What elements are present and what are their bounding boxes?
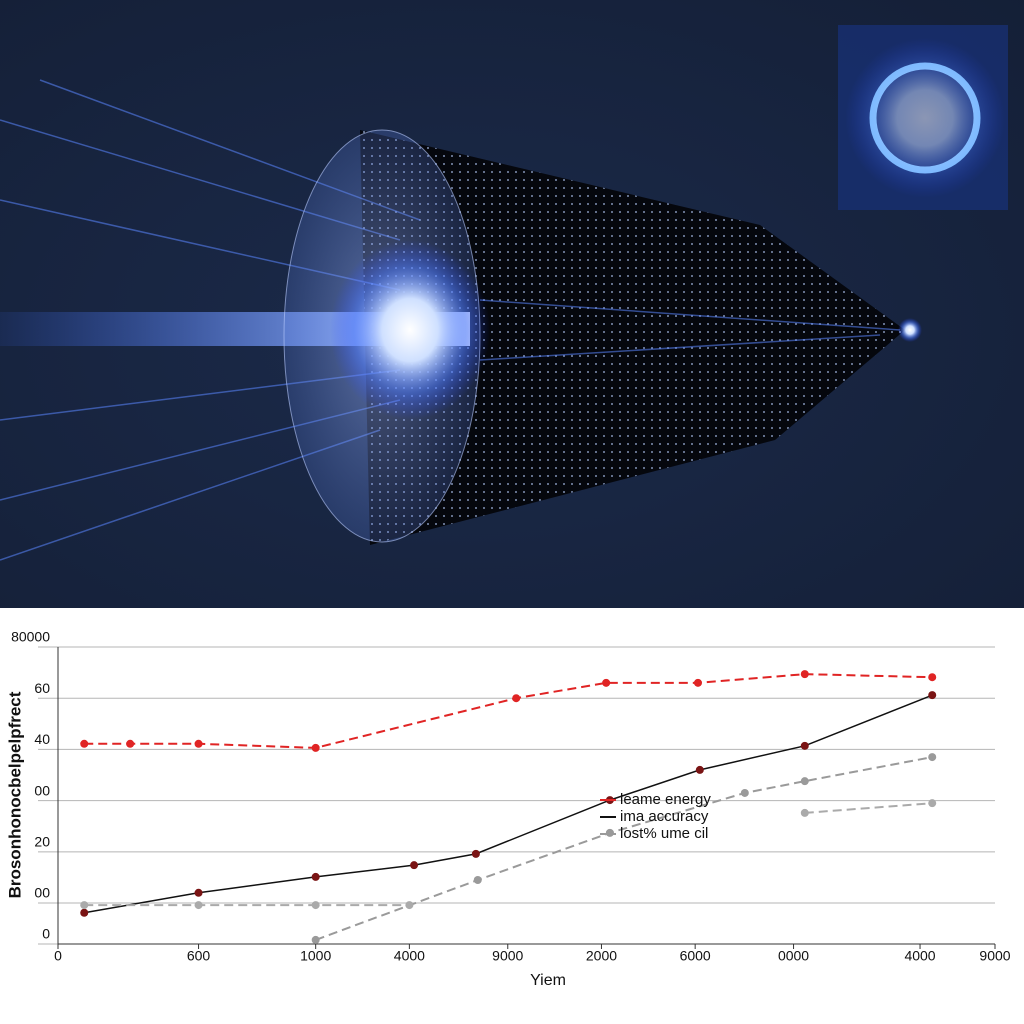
chart-background (0, 608, 1024, 1024)
data-point (80, 901, 89, 910)
x-tick-label: 4000 (394, 948, 425, 964)
y-tick-label: 0 (42, 926, 50, 942)
legend-label: lost% ume cil (620, 825, 708, 842)
x-axis-label: Yiem (530, 972, 566, 989)
data-point (800, 670, 809, 679)
y-tick-label: 20 (34, 834, 50, 850)
data-point (693, 678, 702, 687)
core-glow (330, 240, 490, 420)
data-point (800, 777, 809, 786)
x-tick-label: 6000 (680, 948, 711, 964)
data-point (405, 901, 414, 910)
y-tick-label: 60 (34, 680, 50, 696)
data-point (410, 861, 419, 870)
illustration (0, 0, 1024, 608)
legend-label: leame energy (620, 791, 711, 808)
data-point (311, 743, 320, 752)
data-point (194, 888, 203, 897)
series-line (84, 802, 933, 907)
data-point (311, 872, 320, 881)
y-tick-label: 40 (34, 731, 50, 747)
data-point (471, 849, 480, 858)
cone-dots (360, 130, 905, 545)
data-point (928, 691, 937, 700)
data-point (928, 673, 937, 682)
data-point (928, 799, 937, 808)
legend-label: ima accuracy (620, 808, 709, 825)
x-tick-label: 2000 (586, 948, 617, 964)
data-point (740, 788, 749, 797)
data-point (512, 694, 521, 703)
data-point (80, 908, 89, 917)
y-tick-label: 80000 (11, 629, 50, 645)
x-tick-label: 9000 (979, 948, 1010, 964)
data-point (605, 828, 614, 837)
x-tick-label: 1000 (300, 948, 331, 964)
x-tick-label: 4000 (904, 948, 935, 964)
data-point (602, 678, 611, 687)
data-point (80, 739, 89, 748)
x-tick-label: 0000 (778, 948, 809, 964)
y-tick-label: 00 (34, 885, 50, 901)
y-axis-label: Brosonhonocbelpelpfrect (5, 691, 24, 898)
data-point (194, 739, 203, 748)
x-tick-label: 600 (187, 948, 211, 964)
chart: Brosonhonocbelpelpfrect Yiem 00020004060… (5, 629, 1010, 990)
orb-glow (845, 38, 1005, 198)
data-point (194, 901, 203, 910)
x-tick-label: 0 (54, 948, 62, 964)
y-tick-label: 00 (34, 782, 50, 798)
focal-point (898, 318, 922, 342)
data-point (928, 753, 937, 762)
series-line (315, 756, 933, 941)
data-point (473, 875, 482, 884)
data-point (695, 765, 704, 774)
data-point (311, 901, 320, 910)
x-tick-label: 9000 (492, 948, 523, 964)
data-point (800, 741, 809, 750)
data-point (800, 808, 809, 817)
data-point (311, 935, 320, 944)
data-point (126, 739, 135, 748)
